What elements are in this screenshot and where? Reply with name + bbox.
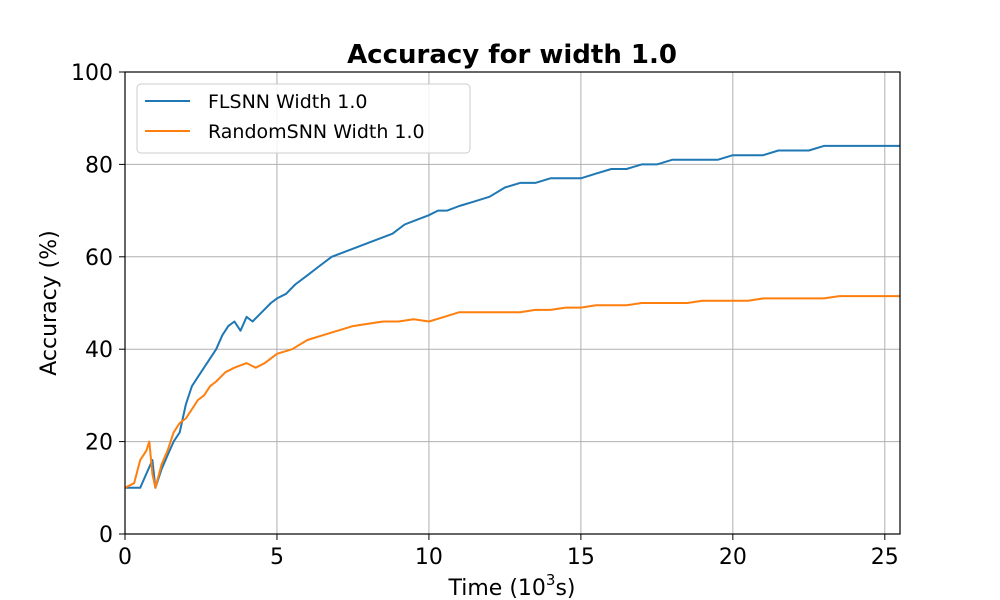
- x-axis-label-suffix: s): [555, 576, 575, 600]
- x-axis-label: Time (103s): [447, 571, 575, 600]
- axis-ticks: 0 5 10 15 20 25 0 20 40 60 80 100: [71, 61, 899, 570]
- legend-label-randomsnn: RandomSNN Width 1.0: [208, 121, 425, 143]
- plot-frame: [124, 71, 901, 535]
- x-tick-label: 5: [270, 545, 284, 570]
- x-tick-label: 15: [567, 545, 595, 570]
- y-tick-label: 100: [71, 61, 113, 86]
- y-tick-label: 0: [99, 523, 113, 548]
- series-layer: [124, 144, 900, 489]
- x-axis-label-main: Time (10: [447, 576, 545, 600]
- series-line-randomsnn-width-1-0: [124, 295, 900, 489]
- x-tick-label: 20: [719, 545, 747, 570]
- legend-box: [136, 83, 471, 154]
- y-tick-label: 60: [85, 246, 113, 271]
- x-tick-label: 10: [415, 545, 443, 570]
- legend-label-flsnn: FLSNN Width 1.0: [208, 91, 368, 113]
- series-line-flsnn-width-1-0: [125, 144, 900, 489]
- x-tick-label: 25: [871, 545, 899, 570]
- y-tick-label: 20: [85, 431, 113, 456]
- y-axis-label: Accuracy (%): [37, 230, 62, 376]
- x-tick-label: 0: [118, 545, 132, 570]
- y-tick-label: 40: [85, 338, 113, 363]
- chart-title: Accuracy for width 1.0: [347, 40, 677, 70]
- x-axis-label-superscript: 3: [546, 571, 556, 589]
- legend: FLSNN Width 1.0 RandomSNN Width 1.0: [136, 83, 471, 154]
- y-tick-label: 80: [85, 153, 113, 178]
